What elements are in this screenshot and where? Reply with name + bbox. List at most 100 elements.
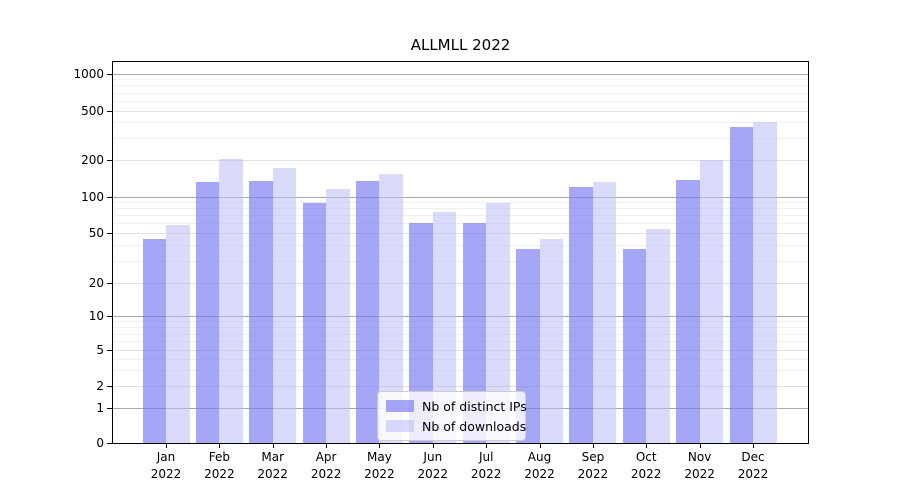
bar xyxy=(462,222,487,443)
x-tick xyxy=(432,444,434,448)
legend-swatch-downloads xyxy=(386,420,414,432)
x-tick xyxy=(379,444,381,448)
bar xyxy=(646,228,670,443)
x-tick-month: Nov xyxy=(687,450,712,464)
x-tick-label: Jul 2022 xyxy=(451,449,521,482)
x-tick-month: Mar xyxy=(261,450,284,464)
x-tick-label: Sep 2022 xyxy=(558,449,628,482)
x-tick-year: 2022 xyxy=(204,466,235,481)
x-tick xyxy=(592,444,594,448)
bar xyxy=(142,238,166,443)
x-tick-month: Feb xyxy=(208,450,231,464)
plot-area xyxy=(112,61,809,444)
gridline xyxy=(113,159,808,161)
x-tick-label: Mar 2022 xyxy=(238,449,308,482)
x-tick-label: Dec 2022 xyxy=(718,449,788,482)
x-tick-month: Apr xyxy=(315,450,337,464)
bar xyxy=(166,225,190,443)
gridline xyxy=(113,73,808,75)
bar xyxy=(249,180,273,443)
x-tick-label: Nov 2022 xyxy=(665,449,735,482)
bar xyxy=(219,158,243,443)
x-tick xyxy=(272,444,274,448)
gridline xyxy=(113,233,808,234)
gridline xyxy=(113,215,808,217)
x-tick-year: 2022 xyxy=(364,466,395,481)
x-tick-label: Oct 2022 xyxy=(611,449,681,482)
gridline xyxy=(113,122,808,124)
x-tick-year: 2022 xyxy=(470,466,502,481)
gridline xyxy=(113,350,808,351)
gridline xyxy=(113,321,808,323)
bar xyxy=(539,238,563,443)
x-tick xyxy=(699,444,701,448)
gridline xyxy=(113,110,808,112)
x-tick-year: 2022 xyxy=(577,466,609,481)
x-tick-month: Jan xyxy=(156,450,176,464)
y-tick xyxy=(107,233,112,234)
y-tick xyxy=(107,159,112,161)
gridline xyxy=(113,333,808,335)
y-tick xyxy=(107,196,112,198)
legend-label-distinct-ips: Nb of distinct IPs xyxy=(422,398,527,414)
bar xyxy=(409,223,433,443)
x-tick xyxy=(166,444,167,448)
legend-item-distinct-ips: Nb of distinct IPs xyxy=(386,397,527,415)
x-tick-month: Jul xyxy=(478,450,494,464)
bar xyxy=(195,181,220,443)
x-tick-year: 2022 xyxy=(524,466,555,481)
chart-title: ALLMLL 2022 xyxy=(410,36,511,54)
x-tick xyxy=(753,444,754,448)
y-tick-label: 1 xyxy=(96,401,104,415)
bar xyxy=(753,122,777,443)
y-tick xyxy=(107,283,112,284)
x-tick-year: 2022 xyxy=(737,466,769,481)
x-tick-year: 2022 xyxy=(630,466,662,481)
y-tick xyxy=(107,350,112,351)
y-tick xyxy=(107,443,112,444)
gridline xyxy=(113,326,808,328)
x-tick-year: 2022 xyxy=(150,466,182,481)
x-tick-label: Feb 2022 xyxy=(184,449,254,482)
x-tick-year: 2022 xyxy=(684,466,715,481)
bar xyxy=(326,189,350,443)
bar xyxy=(272,167,297,443)
y-tick-label: 50 xyxy=(88,226,104,240)
bar xyxy=(302,202,327,443)
y-tick-label: 0 xyxy=(96,436,104,450)
gridline xyxy=(113,283,808,284)
x-tick xyxy=(326,444,328,448)
gridline xyxy=(113,79,808,81)
x-tick-month: Oct xyxy=(635,450,657,464)
gridline xyxy=(113,100,808,102)
legend-label-downloads: Nb of downloads xyxy=(422,418,527,434)
gridline xyxy=(113,245,808,247)
gridline xyxy=(113,85,808,87)
x-tick xyxy=(539,444,541,448)
x-tick-month: Aug xyxy=(527,450,552,464)
legend-swatch-distinct-ips xyxy=(386,400,414,412)
x-tick-month: Dec xyxy=(741,450,765,464)
bar xyxy=(379,174,403,443)
y-tick-label: 500 xyxy=(81,103,104,118)
gridline xyxy=(113,260,808,262)
y-tick xyxy=(107,316,112,317)
y-tick-label: 1000 xyxy=(73,66,104,81)
bar xyxy=(432,211,457,443)
y-tick-label: 100 xyxy=(81,189,104,204)
gridline xyxy=(113,137,808,139)
x-tick-label: Jun 2022 xyxy=(398,449,468,482)
x-tick-month: Jun xyxy=(423,450,443,464)
bar xyxy=(729,126,753,443)
x-tick-label: May 2022 xyxy=(344,449,414,482)
gridline xyxy=(113,358,808,360)
y-tick-label: 2 xyxy=(96,379,104,393)
gridline xyxy=(113,92,808,94)
y-tick xyxy=(107,110,112,112)
gridline xyxy=(113,341,808,343)
bar xyxy=(699,160,724,443)
bar xyxy=(592,181,617,443)
x-tick xyxy=(219,444,221,448)
y-tick xyxy=(107,386,112,387)
